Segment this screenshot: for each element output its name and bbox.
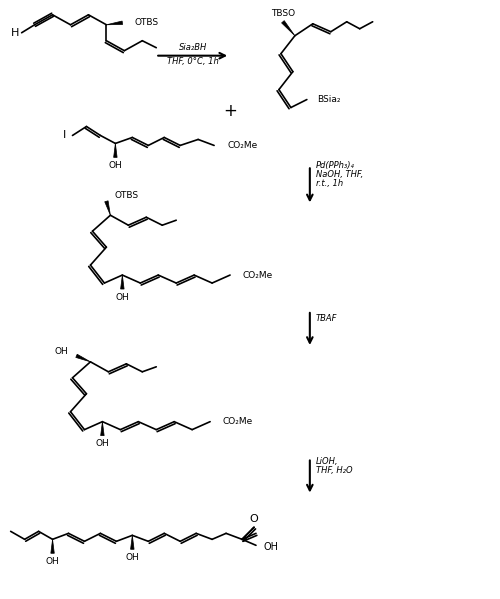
Polygon shape [76, 354, 90, 362]
Text: OH: OH [116, 292, 129, 301]
Text: TBSO: TBSO [271, 10, 295, 19]
Text: BSia₂: BSia₂ [317, 95, 340, 104]
Text: CO₂Me: CO₂Me [222, 417, 252, 426]
Text: Sia₂BH: Sia₂BH [178, 43, 207, 52]
Text: NaOH, THF,: NaOH, THF, [316, 170, 363, 179]
Polygon shape [282, 20, 295, 36]
Polygon shape [100, 422, 104, 435]
Polygon shape [114, 143, 117, 158]
Polygon shape [120, 275, 124, 289]
Text: CO₂Me: CO₂Me [227, 141, 258, 150]
Text: LiOH,: LiOH, [316, 457, 338, 466]
Polygon shape [51, 539, 54, 553]
Text: OH: OH [264, 542, 279, 552]
Text: THF, 0°C, 1h: THF, 0°C, 1h [167, 57, 218, 66]
Text: Pd(PPh₃)₄: Pd(PPh₃)₄ [316, 161, 354, 170]
Text: TBAF: TBAF [316, 314, 338, 323]
Text: I: I [63, 131, 66, 140]
Text: OH: OH [108, 161, 122, 170]
Text: THF, H₂O: THF, H₂O [316, 466, 352, 475]
Text: OTBS: OTBS [134, 19, 158, 28]
Polygon shape [130, 536, 134, 549]
Polygon shape [106, 21, 122, 25]
Polygon shape [104, 201, 110, 215]
Text: H: H [10, 28, 19, 38]
Text: OH: OH [55, 347, 68, 356]
Text: OH: OH [126, 553, 139, 562]
Text: +: + [223, 101, 237, 120]
Text: O: O [250, 515, 258, 524]
Text: CO₂Me: CO₂Me [242, 271, 272, 280]
Text: r.t., 1h: r.t., 1h [316, 179, 343, 188]
Text: OH: OH [46, 557, 60, 566]
Text: OTBS: OTBS [114, 191, 138, 200]
Text: OH: OH [96, 439, 110, 448]
